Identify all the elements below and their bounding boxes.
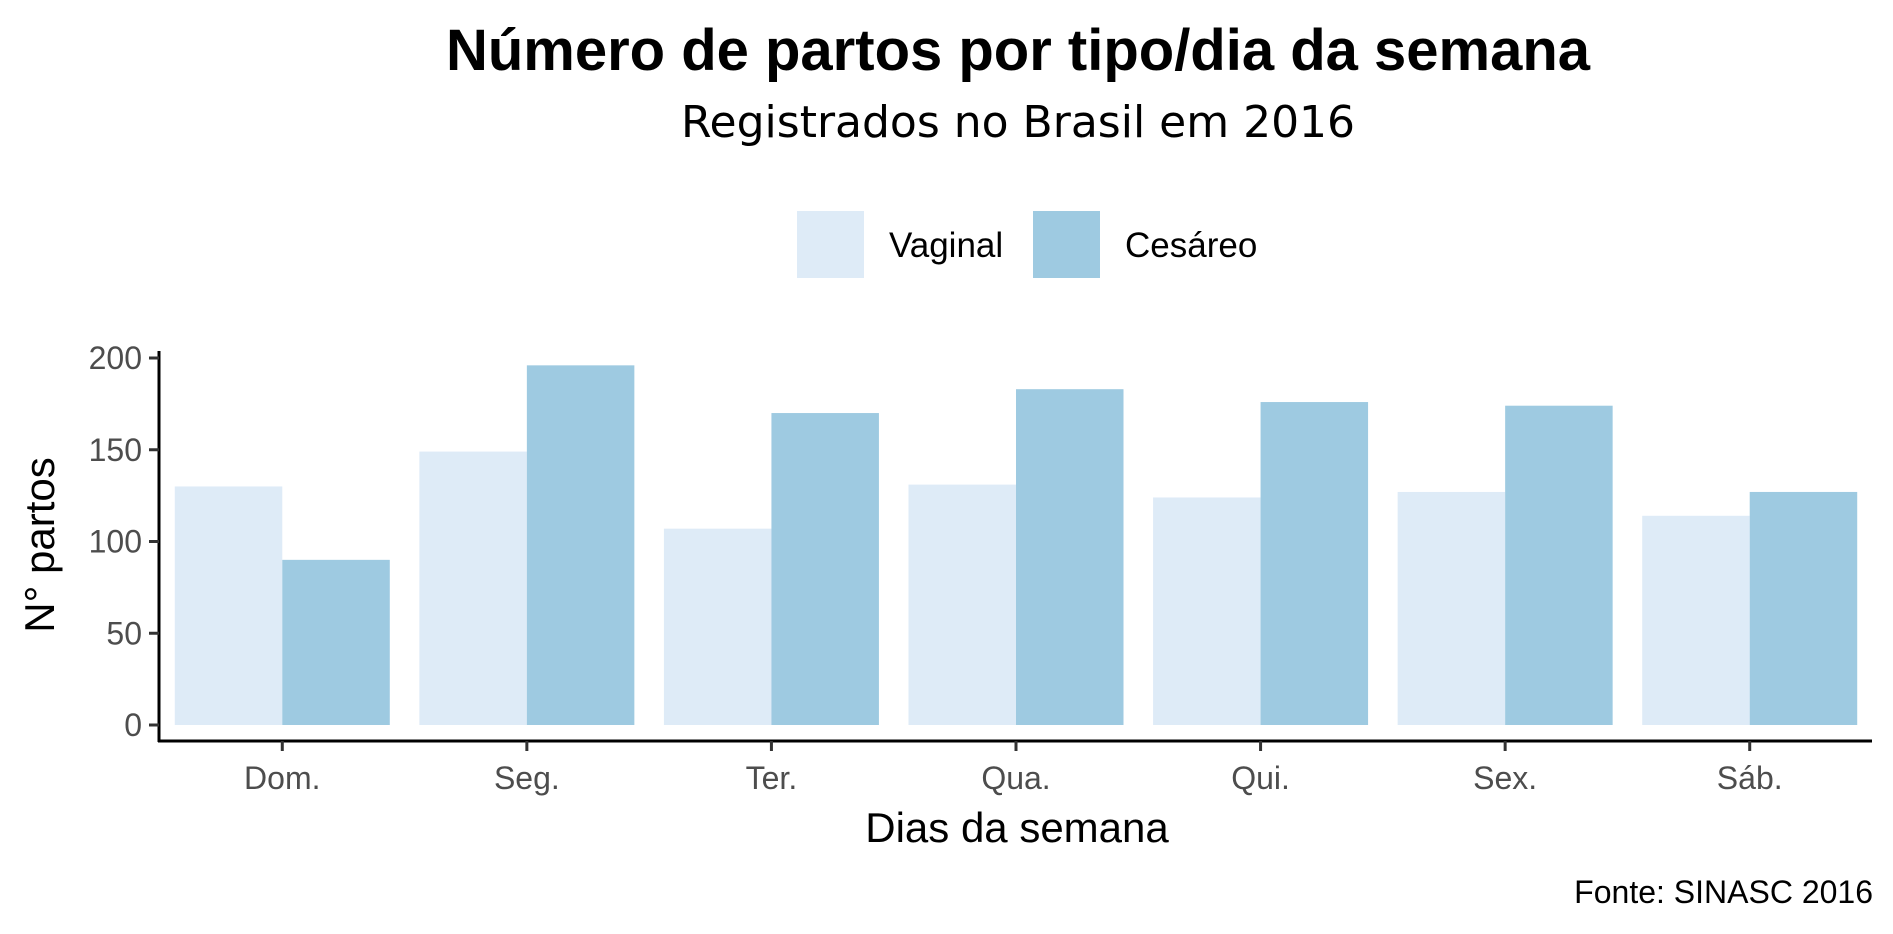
bar-cesáreo-2 bbox=[526, 365, 635, 725]
source-caption: Fonte: SINASC 2016 bbox=[1574, 874, 1873, 910]
y-tick-label: 200 bbox=[89, 340, 142, 376]
bar-vaginal-2 bbox=[419, 451, 527, 725]
bar-cesáreo-4 bbox=[1016, 389, 1124, 725]
x-axis-title: Dias da semana bbox=[865, 804, 1169, 851]
y-axis: 0 50 100 150 200 bbox=[89, 340, 161, 743]
bar-cesáreo-1 bbox=[282, 559, 390, 725]
x-tick-label: Qui. bbox=[1231, 760, 1290, 796]
bar-vaginal-4 bbox=[908, 484, 1016, 725]
legend-key-cesáreo bbox=[1033, 211, 1100, 278]
x-tick-label: Sáb. bbox=[1717, 760, 1783, 796]
legend-label-cesáreo: Cesáreo bbox=[1125, 226, 1257, 265]
x-tick-label: Qua. bbox=[981, 760, 1050, 796]
y-tick-label: 50 bbox=[106, 615, 142, 651]
x-tick-label: Ter. bbox=[746, 760, 798, 796]
legend-label-vaginal: Vaginal bbox=[889, 226, 1003, 265]
x-tick-label: Seg. bbox=[494, 760, 560, 796]
y-axis-title: N° partos bbox=[16, 457, 63, 633]
bar-cesáreo-3 bbox=[771, 413, 879, 725]
x-axis: Dom. Seg. Ter. Qua. Qui. Sex. Sáb. bbox=[158, 739, 1872, 796]
bar-vaginal-5 bbox=[1153, 497, 1261, 725]
x-tick-label: Dom. bbox=[244, 760, 320, 796]
legend-key-vaginal bbox=[797, 211, 864, 278]
bar-vaginal-1 bbox=[174, 486, 283, 725]
bars-group bbox=[174, 365, 1858, 725]
bar-cesáreo-5 bbox=[1260, 402, 1369, 725]
legend: Vaginal Cesáreo bbox=[797, 211, 1257, 278]
bar-cesáreo-6 bbox=[1505, 405, 1613, 725]
y-tick-label: 100 bbox=[89, 524, 142, 560]
bar-vaginal-3 bbox=[663, 528, 772, 725]
x-tick-label: Sex. bbox=[1473, 760, 1537, 796]
y-tick-label: 150 bbox=[89, 432, 142, 468]
chart-subtitle: Registrados no Brasil em 2016 bbox=[681, 97, 1355, 148]
bar-cesáreo-7 bbox=[1749, 491, 1858, 725]
bar-vaginal-6 bbox=[1397, 491, 1506, 725]
chart-title: Número de partos por tipo/dia da semana bbox=[446, 18, 1591, 83]
y-tick-label: 0 bbox=[124, 707, 142, 743]
bar-vaginal-7 bbox=[1642, 515, 1750, 725]
